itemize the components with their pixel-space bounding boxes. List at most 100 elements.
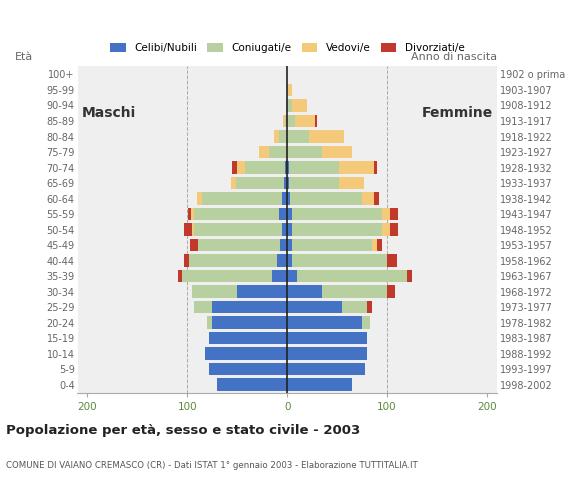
- Bar: [245, 161, 285, 174]
- Bar: [212, 301, 287, 313]
- Bar: [339, 177, 364, 189]
- Bar: [289, 177, 339, 189]
- Bar: [287, 378, 352, 391]
- Bar: [287, 192, 290, 205]
- Bar: [292, 223, 382, 236]
- Bar: [189, 254, 277, 267]
- Text: COMUNE DI VAIANO CREMASCO (CR) - Dati ISTAT 1° gennaio 2003 - Elaborazione TUTTI: COMUNE DI VAIANO CREMASCO (CR) - Dati IS…: [6, 461, 418, 470]
- Bar: [322, 146, 352, 158]
- Bar: [287, 146, 322, 158]
- Bar: [283, 115, 285, 127]
- Bar: [292, 208, 382, 220]
- Bar: [197, 192, 202, 205]
- Bar: [182, 270, 272, 282]
- Bar: [284, 177, 287, 189]
- Bar: [205, 348, 287, 360]
- Bar: [193, 223, 194, 236]
- Bar: [287, 270, 297, 282]
- Bar: [212, 316, 287, 329]
- Bar: [237, 286, 287, 298]
- Bar: [277, 254, 287, 267]
- Text: Popolazione per età, sesso e stato civile - 2003: Popolazione per età, sesso e stato civil…: [6, 424, 360, 437]
- Text: Anno di nascita: Anno di nascita: [411, 52, 497, 62]
- Bar: [292, 99, 307, 112]
- Bar: [233, 161, 237, 174]
- Bar: [282, 223, 287, 236]
- Bar: [362, 316, 370, 329]
- Bar: [272, 270, 287, 282]
- Bar: [285, 161, 287, 174]
- Bar: [390, 223, 398, 236]
- Bar: [315, 115, 317, 127]
- Bar: [322, 286, 387, 298]
- Bar: [387, 286, 395, 298]
- Bar: [287, 99, 292, 112]
- Bar: [287, 254, 292, 267]
- Bar: [287, 239, 292, 251]
- Bar: [372, 239, 377, 251]
- Bar: [191, 208, 194, 220]
- Bar: [390, 208, 398, 220]
- Bar: [292, 254, 387, 267]
- Bar: [237, 161, 245, 174]
- Bar: [236, 177, 284, 189]
- Bar: [209, 363, 287, 375]
- Bar: [287, 348, 367, 360]
- Bar: [279, 130, 287, 143]
- Bar: [209, 332, 287, 344]
- Bar: [198, 239, 280, 251]
- Bar: [362, 192, 374, 205]
- Bar: [207, 316, 212, 329]
- Bar: [287, 177, 289, 189]
- Bar: [295, 115, 315, 127]
- Bar: [287, 161, 289, 174]
- Bar: [309, 130, 344, 143]
- Bar: [287, 286, 322, 298]
- Bar: [377, 239, 382, 251]
- Bar: [290, 192, 362, 205]
- Bar: [287, 301, 342, 313]
- Bar: [280, 239, 287, 251]
- Text: Femmine: Femmine: [422, 106, 493, 120]
- Bar: [289, 161, 339, 174]
- Bar: [407, 270, 412, 282]
- Bar: [287, 84, 292, 96]
- Bar: [287, 208, 292, 220]
- Bar: [367, 301, 372, 313]
- Bar: [342, 301, 367, 313]
- Bar: [218, 378, 287, 391]
- Bar: [188, 208, 191, 220]
- Bar: [374, 192, 379, 205]
- Bar: [194, 223, 282, 236]
- Bar: [287, 316, 362, 329]
- Bar: [259, 146, 269, 158]
- Bar: [231, 177, 236, 189]
- Bar: [287, 363, 365, 375]
- Bar: [339, 161, 374, 174]
- Bar: [292, 239, 372, 251]
- Bar: [184, 223, 193, 236]
- Bar: [282, 192, 287, 205]
- Text: Età: Età: [15, 52, 33, 62]
- Bar: [287, 115, 295, 127]
- Bar: [279, 208, 287, 220]
- Bar: [382, 223, 390, 236]
- Bar: [179, 270, 182, 282]
- Bar: [382, 208, 390, 220]
- Bar: [287, 130, 309, 143]
- Bar: [287, 223, 292, 236]
- Bar: [202, 192, 282, 205]
- Bar: [285, 115, 287, 127]
- Legend: Celibi/Nubili, Coniugati/e, Vedovi/e, Divorziati/e: Celibi/Nubili, Coniugati/e, Vedovi/e, Di…: [106, 38, 469, 57]
- Bar: [287, 332, 367, 344]
- Bar: [193, 286, 237, 298]
- Bar: [297, 270, 407, 282]
- Bar: [269, 146, 287, 158]
- Bar: [387, 254, 397, 267]
- Text: Maschi: Maschi: [82, 106, 136, 120]
- Bar: [274, 130, 279, 143]
- Bar: [374, 161, 377, 174]
- Bar: [194, 301, 212, 313]
- Bar: [194, 208, 279, 220]
- Bar: [184, 254, 189, 267]
